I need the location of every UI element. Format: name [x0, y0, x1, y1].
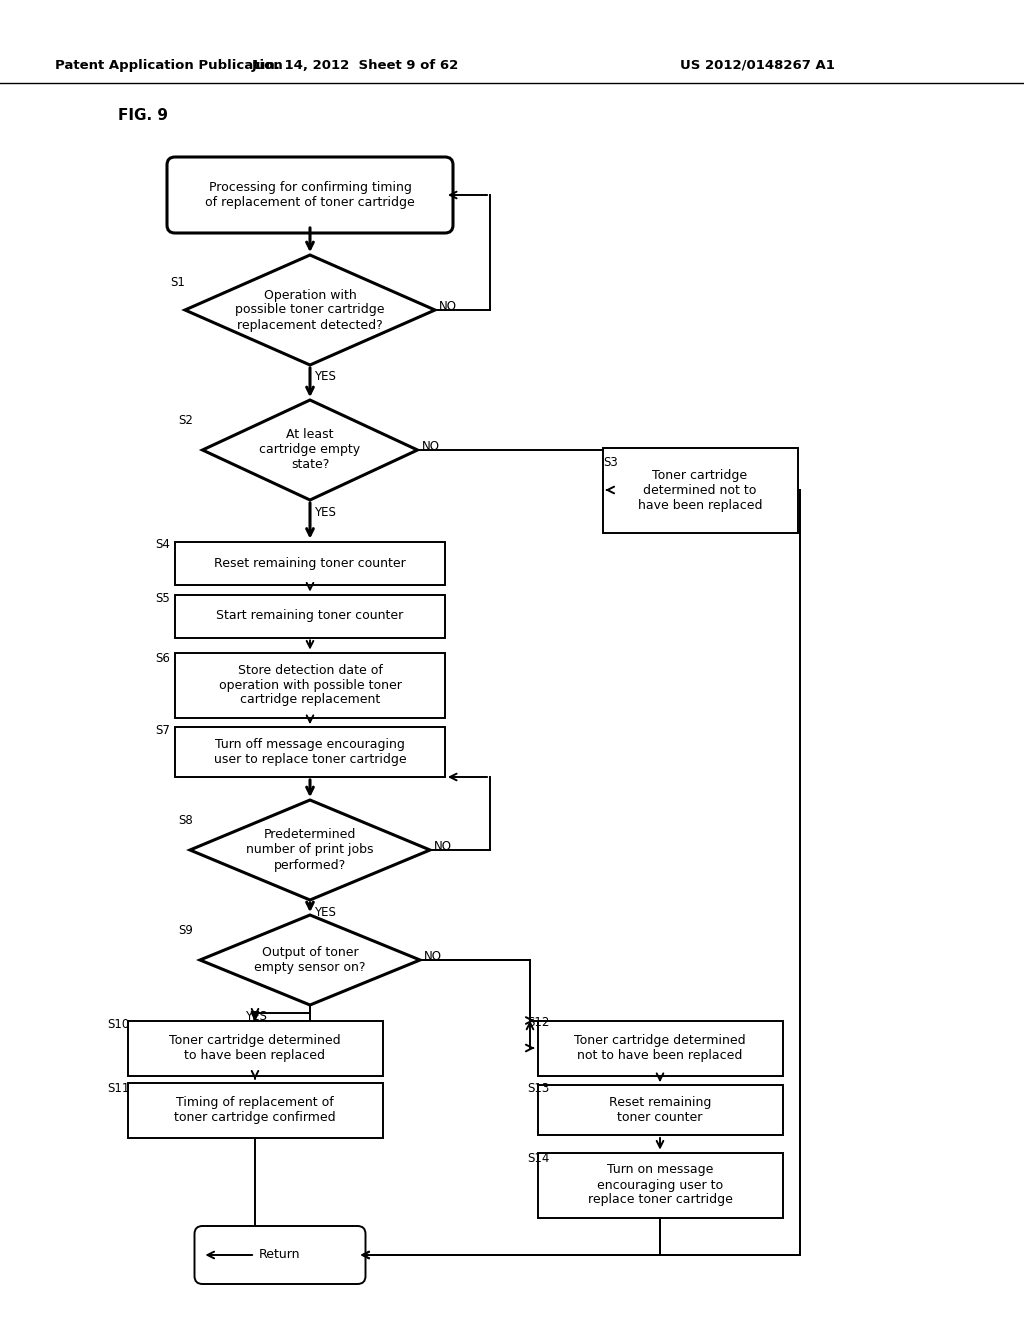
Bar	[175, 727, 445, 777]
Text: S6: S6	[155, 652, 170, 664]
Text: Operation with
possible toner cartridge
replacement detected?: Operation with possible toner cartridge …	[236, 289, 385, 331]
Bar	[175, 594, 445, 638]
Text: FIG. 9: FIG. 9	[118, 107, 168, 123]
Text: At least
cartridge empty
state?: At least cartridge empty state?	[259, 429, 360, 471]
Text: Processing for confirming timing
of replacement of toner cartridge: Processing for confirming timing of repl…	[205, 181, 415, 209]
Text: S5: S5	[155, 591, 170, 605]
Text: S14: S14	[527, 1151, 549, 1164]
Polygon shape	[203, 400, 418, 500]
Text: S9: S9	[178, 924, 193, 936]
Polygon shape	[190, 800, 430, 900]
Text: NO: NO	[434, 840, 452, 853]
Bar	[538, 1020, 782, 1076]
Text: S1: S1	[170, 276, 185, 289]
Text: S4: S4	[155, 539, 170, 552]
Text: Start remaining toner counter: Start remaining toner counter	[216, 610, 403, 623]
Text: Turn on message
encouraging user to
replace toner cartridge: Turn on message encouraging user to repl…	[588, 1163, 732, 1206]
Bar	[538, 1152, 782, 1217]
Text: NO: NO	[422, 440, 439, 453]
Text: Reset remaining toner counter: Reset remaining toner counter	[214, 557, 406, 569]
Text: NO: NO	[424, 949, 442, 962]
Text: Toner cartridge determined
to have been replaced: Toner cartridge determined to have been …	[169, 1034, 341, 1063]
Text: S10: S10	[106, 1019, 129, 1031]
Text: S13: S13	[527, 1081, 549, 1094]
Text: Reset remaining
toner counter: Reset remaining toner counter	[609, 1096, 712, 1125]
Text: Predetermined
number of print jobs
performed?: Predetermined number of print jobs perfo…	[246, 829, 374, 871]
Polygon shape	[185, 255, 435, 366]
Bar	[128, 1082, 383, 1138]
Text: S7: S7	[155, 723, 170, 737]
Text: Timing of replacement of
toner cartridge confirmed: Timing of replacement of toner cartridge…	[174, 1096, 336, 1125]
Polygon shape	[200, 915, 420, 1005]
Text: YES: YES	[314, 506, 336, 519]
Text: S2: S2	[178, 413, 193, 426]
Text: US 2012/0148267 A1: US 2012/0148267 A1	[680, 58, 835, 71]
Bar	[602, 447, 798, 532]
Bar	[175, 652, 445, 718]
Text: Patent Application Publication: Patent Application Publication	[55, 58, 283, 71]
Text: Jun. 14, 2012  Sheet 9 of 62: Jun. 14, 2012 Sheet 9 of 62	[251, 58, 459, 71]
Text: S11: S11	[106, 1081, 129, 1094]
Text: S12: S12	[527, 1015, 549, 1028]
Text: YES: YES	[314, 371, 336, 384]
Text: S3: S3	[603, 455, 617, 469]
FancyBboxPatch shape	[167, 157, 453, 234]
Text: YES: YES	[314, 906, 336, 919]
Text: NO: NO	[439, 300, 457, 313]
FancyBboxPatch shape	[195, 1226, 366, 1284]
Bar	[128, 1020, 383, 1076]
Text: Turn off message encouraging
user to replace toner cartridge: Turn off message encouraging user to rep…	[214, 738, 407, 766]
Text: S8: S8	[178, 813, 193, 826]
Bar	[175, 541, 445, 585]
Text: Toner cartridge determined
not to have been replaced: Toner cartridge determined not to have b…	[574, 1034, 745, 1063]
Text: Output of toner
empty sensor on?: Output of toner empty sensor on?	[254, 946, 366, 974]
Text: Return: Return	[259, 1249, 301, 1262]
Text: YES: YES	[245, 1011, 267, 1023]
Text: Toner cartridge
determined not to
have been replaced: Toner cartridge determined not to have b…	[638, 469, 762, 511]
Text: Store detection date of
operation with possible toner
cartridge replacement: Store detection date of operation with p…	[218, 664, 401, 706]
Bar	[538, 1085, 782, 1135]
